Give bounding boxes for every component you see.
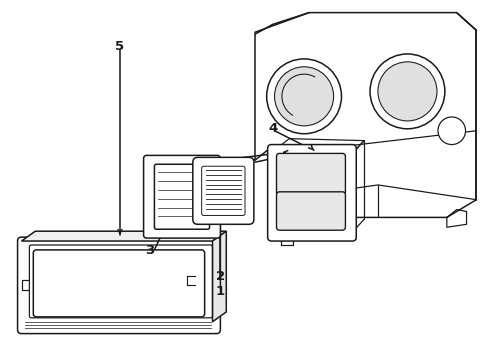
Polygon shape (213, 231, 226, 322)
Circle shape (378, 62, 437, 121)
FancyBboxPatch shape (33, 250, 205, 317)
FancyBboxPatch shape (18, 237, 220, 334)
Text: 1: 1 (216, 285, 225, 298)
Circle shape (274, 67, 334, 126)
FancyBboxPatch shape (268, 145, 356, 241)
Text: 5: 5 (116, 40, 124, 53)
Text: 4: 4 (269, 122, 278, 135)
FancyBboxPatch shape (276, 192, 345, 230)
FancyBboxPatch shape (193, 157, 254, 224)
Circle shape (370, 54, 445, 129)
FancyBboxPatch shape (276, 153, 345, 196)
FancyBboxPatch shape (144, 156, 220, 238)
Text: 2: 2 (216, 270, 225, 283)
Text: 3: 3 (145, 244, 154, 257)
FancyBboxPatch shape (154, 164, 210, 229)
Circle shape (267, 59, 342, 134)
Circle shape (438, 117, 466, 145)
Polygon shape (22, 231, 226, 241)
